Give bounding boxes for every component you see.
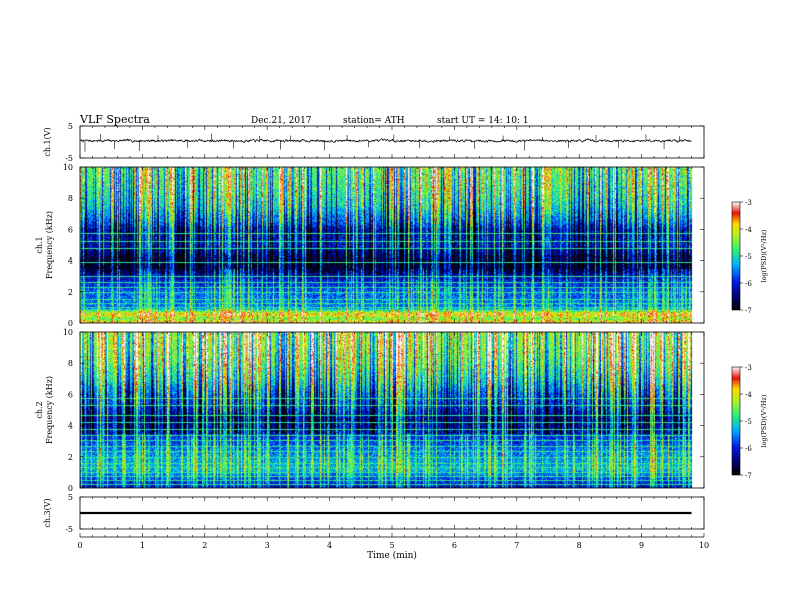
ch1-spectrogram-panel: 0 2 4 6 8 10 ch.1 Frequency (kHz) bbox=[35, 163, 705, 328]
panel-frame bbox=[79, 496, 705, 530]
panel-frame bbox=[79, 166, 705, 324]
ch2-colorbar-gradient bbox=[732, 367, 740, 475]
colorbar-label: log(PSD)(V²/Hz) bbox=[760, 229, 768, 282]
colorbar-tick-label: -5 bbox=[745, 418, 752, 426]
y-tick-label: -5 bbox=[65, 154, 73, 163]
y-tick-label: 2 bbox=[68, 288, 73, 297]
x-axis-label: Time (min) bbox=[367, 550, 417, 561]
y-axis-label: ch.1 bbox=[35, 236, 44, 253]
y-tick-label: 2 bbox=[68, 453, 73, 462]
y-tick-label: 6 bbox=[68, 390, 73, 399]
y-axis-label: Frequency (kHz) bbox=[45, 211, 54, 279]
y-axis-label: ch.2 bbox=[35, 401, 44, 418]
y-tick-label: 4 bbox=[68, 257, 73, 266]
date-label: Dec.21, 2017 bbox=[251, 116, 312, 126]
colorbar-tick-label: -7 bbox=[745, 472, 752, 480]
y-tick-label: 5 bbox=[68, 122, 73, 131]
ch3-waveform-panel: 5 -5 ch.3(V) bbox=[43, 493, 705, 534]
ch1-colorbar-gradient bbox=[732, 202, 740, 310]
colorbar-tick-label: -3 bbox=[745, 364, 752, 372]
colorbar-tick-label: -7 bbox=[745, 307, 752, 315]
y-axis-label: ch.1(V) bbox=[43, 127, 52, 156]
y-tick-label: 10 bbox=[63, 163, 73, 172]
ch1-waveform-panel: 5 -5 ch.1(V) bbox=[43, 122, 705, 163]
x-tick-label: 2 bbox=[202, 541, 207, 550]
panel-frame bbox=[79, 331, 705, 489]
y-tick-label: 8 bbox=[68, 359, 73, 368]
y-tick-label: -5 bbox=[65, 525, 73, 534]
station-label: station= ATH bbox=[343, 116, 405, 126]
x-tick-label: 4 bbox=[327, 541, 332, 550]
y-tick-label: 0 bbox=[68, 484, 73, 493]
colorbar-label: log(PSD)(V²/Hz) bbox=[760, 394, 768, 447]
start-time-label: start UT = 14: 10: 1 bbox=[437, 116, 529, 126]
colorbar-tick-label: -6 bbox=[745, 445, 752, 453]
colorbar-tick-label: -4 bbox=[745, 226, 752, 234]
colorbar-tick-label: -4 bbox=[745, 391, 752, 399]
ch1-colorbar: -3 -4 -5 -6 -7 log(PSD)(V²/Hz) bbox=[731, 199, 768, 315]
x-tick-label: 1 bbox=[140, 541, 145, 550]
ch3-waveform-band bbox=[80, 511, 692, 515]
x-tick-label: 8 bbox=[577, 541, 582, 550]
colorbar-tick-label: -6 bbox=[745, 280, 752, 288]
y-axis-label: ch.3(V) bbox=[43, 498, 52, 527]
y-axis-label: Frequency (kHz) bbox=[45, 376, 54, 444]
y-tick-label: 8 bbox=[68, 194, 73, 203]
colorbar-tick-label: -3 bbox=[745, 199, 752, 207]
ch2-spectrogram-image bbox=[80, 332, 704, 488]
x-tick-label: 9 bbox=[639, 541, 644, 550]
x-tick-label: 6 bbox=[452, 541, 457, 550]
time-axis: 0 1 2 3 4 5 6 7 8 9 10 bbox=[77, 533, 709, 550]
y-tick-label: 0 bbox=[68, 319, 73, 328]
y-tick-label: 5 bbox=[68, 493, 73, 502]
y-tick-label: 6 bbox=[68, 225, 73, 234]
x-tick-label: 0 bbox=[77, 541, 82, 550]
x-tick-label: 5 bbox=[389, 541, 394, 550]
y-tick-label: 4 bbox=[68, 422, 73, 431]
panel-frame bbox=[79, 125, 705, 159]
x-tick-label: 10 bbox=[699, 541, 709, 550]
ch2-colorbar: -3 -4 -5 -6 -7 log(PSD)(V²/Hz) bbox=[731, 364, 768, 480]
figure-title: VLF Spectra bbox=[79, 113, 150, 126]
x-tick-label: 7 bbox=[514, 541, 519, 550]
x-tick-label: 3 bbox=[265, 541, 270, 550]
y-tick-label: 10 bbox=[63, 328, 73, 337]
colorbar-tick-label: -5 bbox=[745, 253, 752, 261]
ch1-spectrogram-image bbox=[80, 167, 704, 323]
ch2-spectrogram-panel: 0 2 4 6 8 10 ch.2 Frequency (kHz) bbox=[35, 328, 705, 493]
ch1-waveform-line bbox=[79, 138, 692, 144]
